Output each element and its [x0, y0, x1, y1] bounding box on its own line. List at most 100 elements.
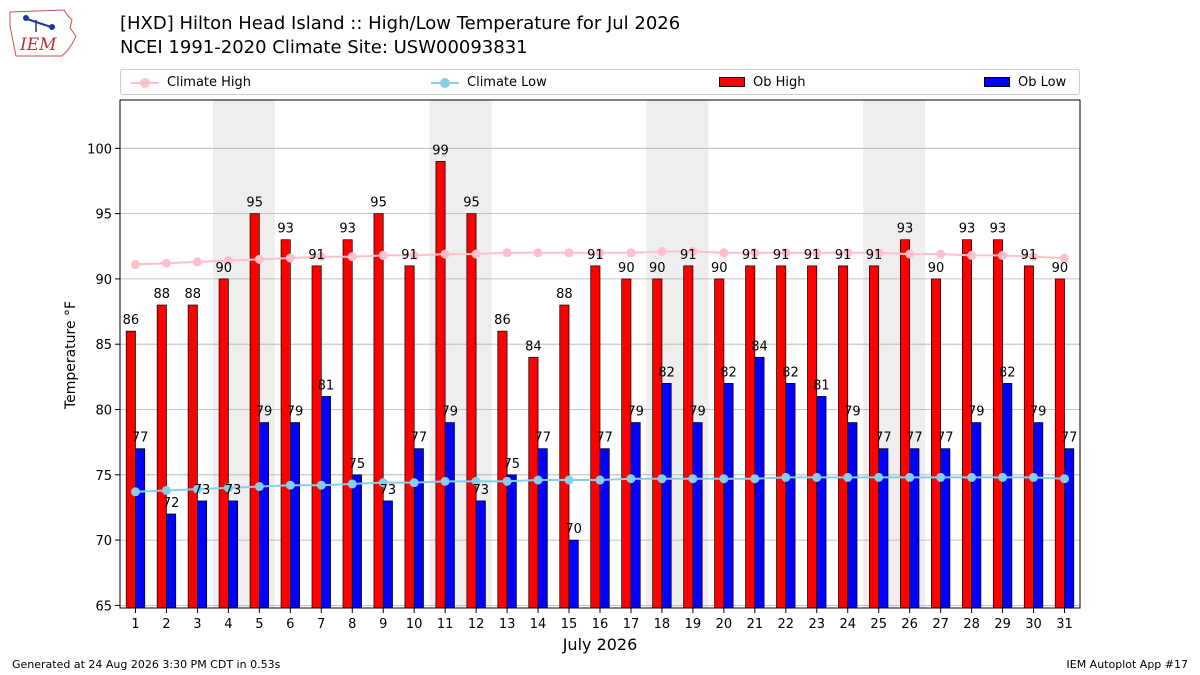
ob-low-label: 77: [132, 431, 149, 446]
ob-low-bar: [630, 422, 641, 609]
x-tick-label: 18: [654, 617, 671, 632]
climate-lines: [130, 246, 1070, 497]
app-label: IEM Autoplot App #17: [1066, 658, 1189, 671]
climate-high-point: [688, 246, 698, 256]
ob-low-bar: [351, 474, 362, 609]
climate-high-point: [347, 252, 357, 262]
y-tick-label: 75: [95, 469, 112, 484]
ob-high-label: 95: [370, 196, 387, 211]
ob-low-bar: [228, 500, 239, 609]
ob-high-label: 91: [680, 248, 697, 263]
ob-low-label: 77: [875, 431, 892, 446]
ob-high-swatch: [719, 76, 745, 87]
ob-high-label: 86: [494, 313, 511, 328]
climate-high-point: [1060, 253, 1070, 263]
climate-high-point: [781, 248, 791, 258]
ob-low-bar: [259, 422, 269, 609]
climate-low-point: [440, 476, 450, 486]
climate-high-point: [161, 258, 171, 268]
ob-low-label: 79: [287, 405, 304, 420]
climate-low-point: [905, 472, 915, 482]
climate-high-point: [285, 253, 295, 263]
ob-low-bar: [475, 500, 486, 609]
x-tick-label: 12: [468, 617, 485, 632]
ob-high-label: 93: [959, 222, 976, 237]
y-tick-label: 85: [95, 338, 112, 353]
x-tick-label: 15: [561, 617, 578, 632]
x-tick-label: 9: [379, 617, 387, 632]
ob-low-bar: [444, 422, 455, 609]
x-tick-label: 1: [131, 617, 139, 632]
ob-low-bar: [537, 448, 548, 609]
ob-low-bar: [909, 448, 920, 609]
x-tick-label: 26: [901, 617, 918, 632]
ob-low-label: 73: [194, 483, 211, 498]
y-tick-label: 65: [95, 599, 112, 614]
x-tick-label: 11: [437, 617, 454, 632]
ob-low-bar: [568, 539, 579, 609]
ob-low-label: 82: [658, 365, 675, 380]
ob-high-label: 90: [711, 261, 728, 276]
climate-low-point: [161, 485, 171, 495]
ob-low-label: 79: [256, 405, 273, 420]
chart-title: [HXD] Hilton Head Island :: High/Low Tem…: [120, 13, 681, 34]
x-tick-label: 3: [193, 617, 201, 632]
x-tick-label: 10: [406, 617, 423, 632]
x-tick-label: 13: [499, 617, 516, 632]
climate-low-point: [688, 474, 698, 484]
y-tick-label: 95: [95, 208, 112, 223]
ob-high-bar: [652, 278, 663, 609]
data-labels: 86 77 88 72 88 73 90 73 95 79 93 79 91 81 93 75 95 73 91 77…: [123, 143, 1078, 537]
climate-low-point: [750, 474, 760, 484]
climate-low-point: [874, 472, 884, 482]
ob-low-bar: [413, 448, 424, 609]
x-tick-label: 25: [870, 617, 887, 632]
y-tick-label: 70: [95, 534, 112, 549]
climate-low-point: [781, 472, 791, 482]
ob-high-label: 88: [185, 287, 202, 302]
x-tick-label: 27: [932, 617, 949, 632]
ob-high-label: 90: [649, 261, 666, 276]
ob-high-label: 91: [1021, 248, 1038, 263]
ob-high-bar: [373, 213, 384, 609]
ob-low-label: 81: [318, 378, 335, 393]
ob-high-label: 91: [401, 248, 418, 263]
climate-low-point: [843, 472, 853, 482]
climate-high-point: [936, 249, 946, 259]
climate-low-point: [316, 480, 326, 490]
y-tick-label: 90: [95, 273, 112, 288]
climate-low-point: [192, 484, 202, 494]
x-tick-label: 16: [592, 617, 609, 632]
climate-high-point: [843, 248, 853, 258]
ob-low-bar: [785, 383, 796, 609]
climate-low-point: [719, 474, 729, 484]
ob-high-label: 84: [525, 339, 542, 354]
x-tick-label: 22: [778, 617, 795, 632]
legend-label-ob-high: Ob High: [753, 75, 806, 90]
ob-high-bar: [807, 265, 818, 609]
legend-item-ob-high: Ob High: [719, 73, 806, 93]
ob-high-bar: [900, 239, 911, 609]
ob-high-bar: [992, 239, 1003, 609]
x-tick-label: 7: [317, 617, 325, 632]
climate-low-point: [502, 476, 512, 486]
climate-high-point: [192, 257, 202, 267]
ob-low-label: 77: [1061, 431, 1078, 446]
ob-high-label: 91: [742, 248, 759, 263]
ob-low-bar: [971, 422, 982, 609]
climate-low-point: [378, 478, 388, 488]
ob-high-bar: [776, 265, 787, 609]
ob-low-label: 79: [689, 405, 706, 420]
ob-high-label: 91: [587, 248, 604, 263]
ob-high-label: 95: [463, 196, 480, 211]
ob-low-label: 77: [411, 431, 428, 446]
ob-high-bar: [838, 265, 849, 609]
climate-low-point: [936, 472, 946, 482]
legend-item-ob-low: Ob Low: [984, 73, 1066, 93]
ob-high-label: 91: [866, 248, 883, 263]
climate-high-point: [471, 249, 481, 259]
climate-high-point: [657, 246, 667, 256]
climate-high-point: [316, 252, 326, 262]
legend-label-ob-low: Ob Low: [1018, 75, 1067, 90]
